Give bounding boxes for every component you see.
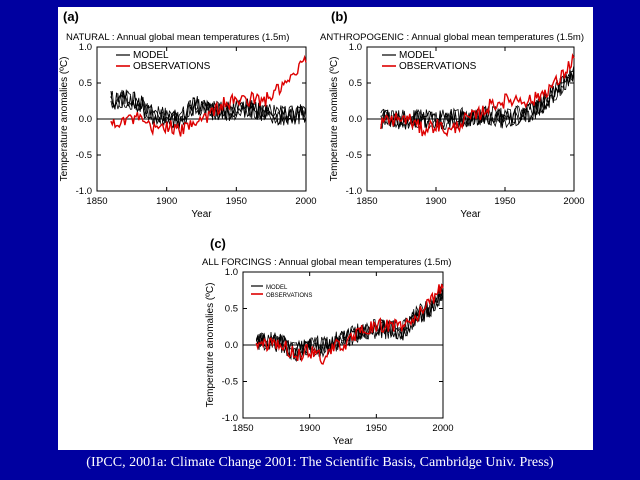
chart-title: NATURAL : Annual global mean temperature…	[66, 32, 289, 43]
y-tick-label: 0.5	[225, 304, 238, 315]
model-series-line	[380, 65, 575, 130]
y-axis-label: Temperature anomalies (ºC)	[329, 57, 340, 182]
panel-label: (c)	[210, 236, 226, 251]
model-series-line	[110, 90, 307, 130]
y-tick-label: -1.0	[76, 186, 92, 197]
y-tick-label: -0.5	[346, 150, 362, 161]
x-tick-label: 2000	[563, 196, 584, 207]
chart-title: ANTHROPOGENIC : Annual global mean tempe…	[320, 32, 584, 43]
x-axis-label: Year	[333, 436, 354, 447]
x-tick-label: 2000	[432, 423, 453, 434]
y-tick-label: 1.0	[225, 267, 238, 278]
legend-label-model: MODEL	[133, 50, 169, 61]
x-tick-label: 1850	[356, 196, 377, 207]
y-tick-label: -0.5	[222, 377, 238, 388]
source-caption: (IPCC, 2001a: Climate Change 2001: The S…	[86, 455, 554, 470]
x-tick-label: 2000	[295, 196, 316, 207]
legend-label-model: MODEL	[399, 50, 435, 61]
x-tick-label: 1900	[156, 196, 177, 207]
chart-title: ALL FORCINGS : Annual global mean temper…	[202, 257, 451, 268]
x-tick-label: 1950	[366, 423, 387, 434]
y-tick-label: 0.5	[349, 78, 362, 89]
panel-label: (b)	[331, 9, 348, 24]
y-tick-label: 0.0	[79, 114, 92, 125]
y-tick-label: 0.0	[225, 340, 238, 351]
y-tick-label: -1.0	[222, 413, 238, 424]
y-tick-label: -0.5	[76, 150, 92, 161]
x-tick-label: 1850	[86, 196, 107, 207]
y-axis-label: Temperature anomalies (ºC)	[205, 283, 216, 408]
legend-label-observations: OBSERVATIONS	[133, 61, 211, 72]
y-tick-label: 1.0	[79, 42, 92, 53]
observations-series-line	[255, 283, 444, 365]
legend-label-observations: OBSERVATIONS	[399, 61, 477, 72]
y-axis-label: Temperature anomalies (ºC)	[59, 57, 70, 182]
legend-label-model: MODEL	[266, 285, 288, 291]
x-axis-label: Year	[460, 209, 481, 220]
x-tick-label: 1900	[299, 423, 320, 434]
model-series-line	[380, 71, 575, 129]
model-series-line	[110, 89, 307, 129]
y-tick-label: 0.5	[79, 78, 92, 89]
figure-svg: (a) NATURAL : Annual global mean temperat…	[59, 9, 585, 447]
y-tick-label: 1.0	[349, 42, 362, 53]
x-axis-label: Year	[191, 209, 212, 220]
x-tick-label: 1950	[494, 196, 515, 207]
x-tick-label: 1850	[232, 423, 253, 434]
legend-label-observations: OBSERVATIONS	[266, 293, 312, 299]
observations-series-line	[110, 54, 307, 137]
x-tick-label: 1950	[226, 196, 247, 207]
figure-panel	[58, 7, 593, 450]
model-series-line	[255, 288, 444, 361]
y-tick-label: -1.0	[346, 186, 362, 197]
x-tick-label: 1900	[425, 196, 446, 207]
observations-series-line	[380, 53, 575, 138]
y-tick-label: 0.0	[349, 114, 362, 125]
panel-label: (a)	[63, 9, 79, 24]
